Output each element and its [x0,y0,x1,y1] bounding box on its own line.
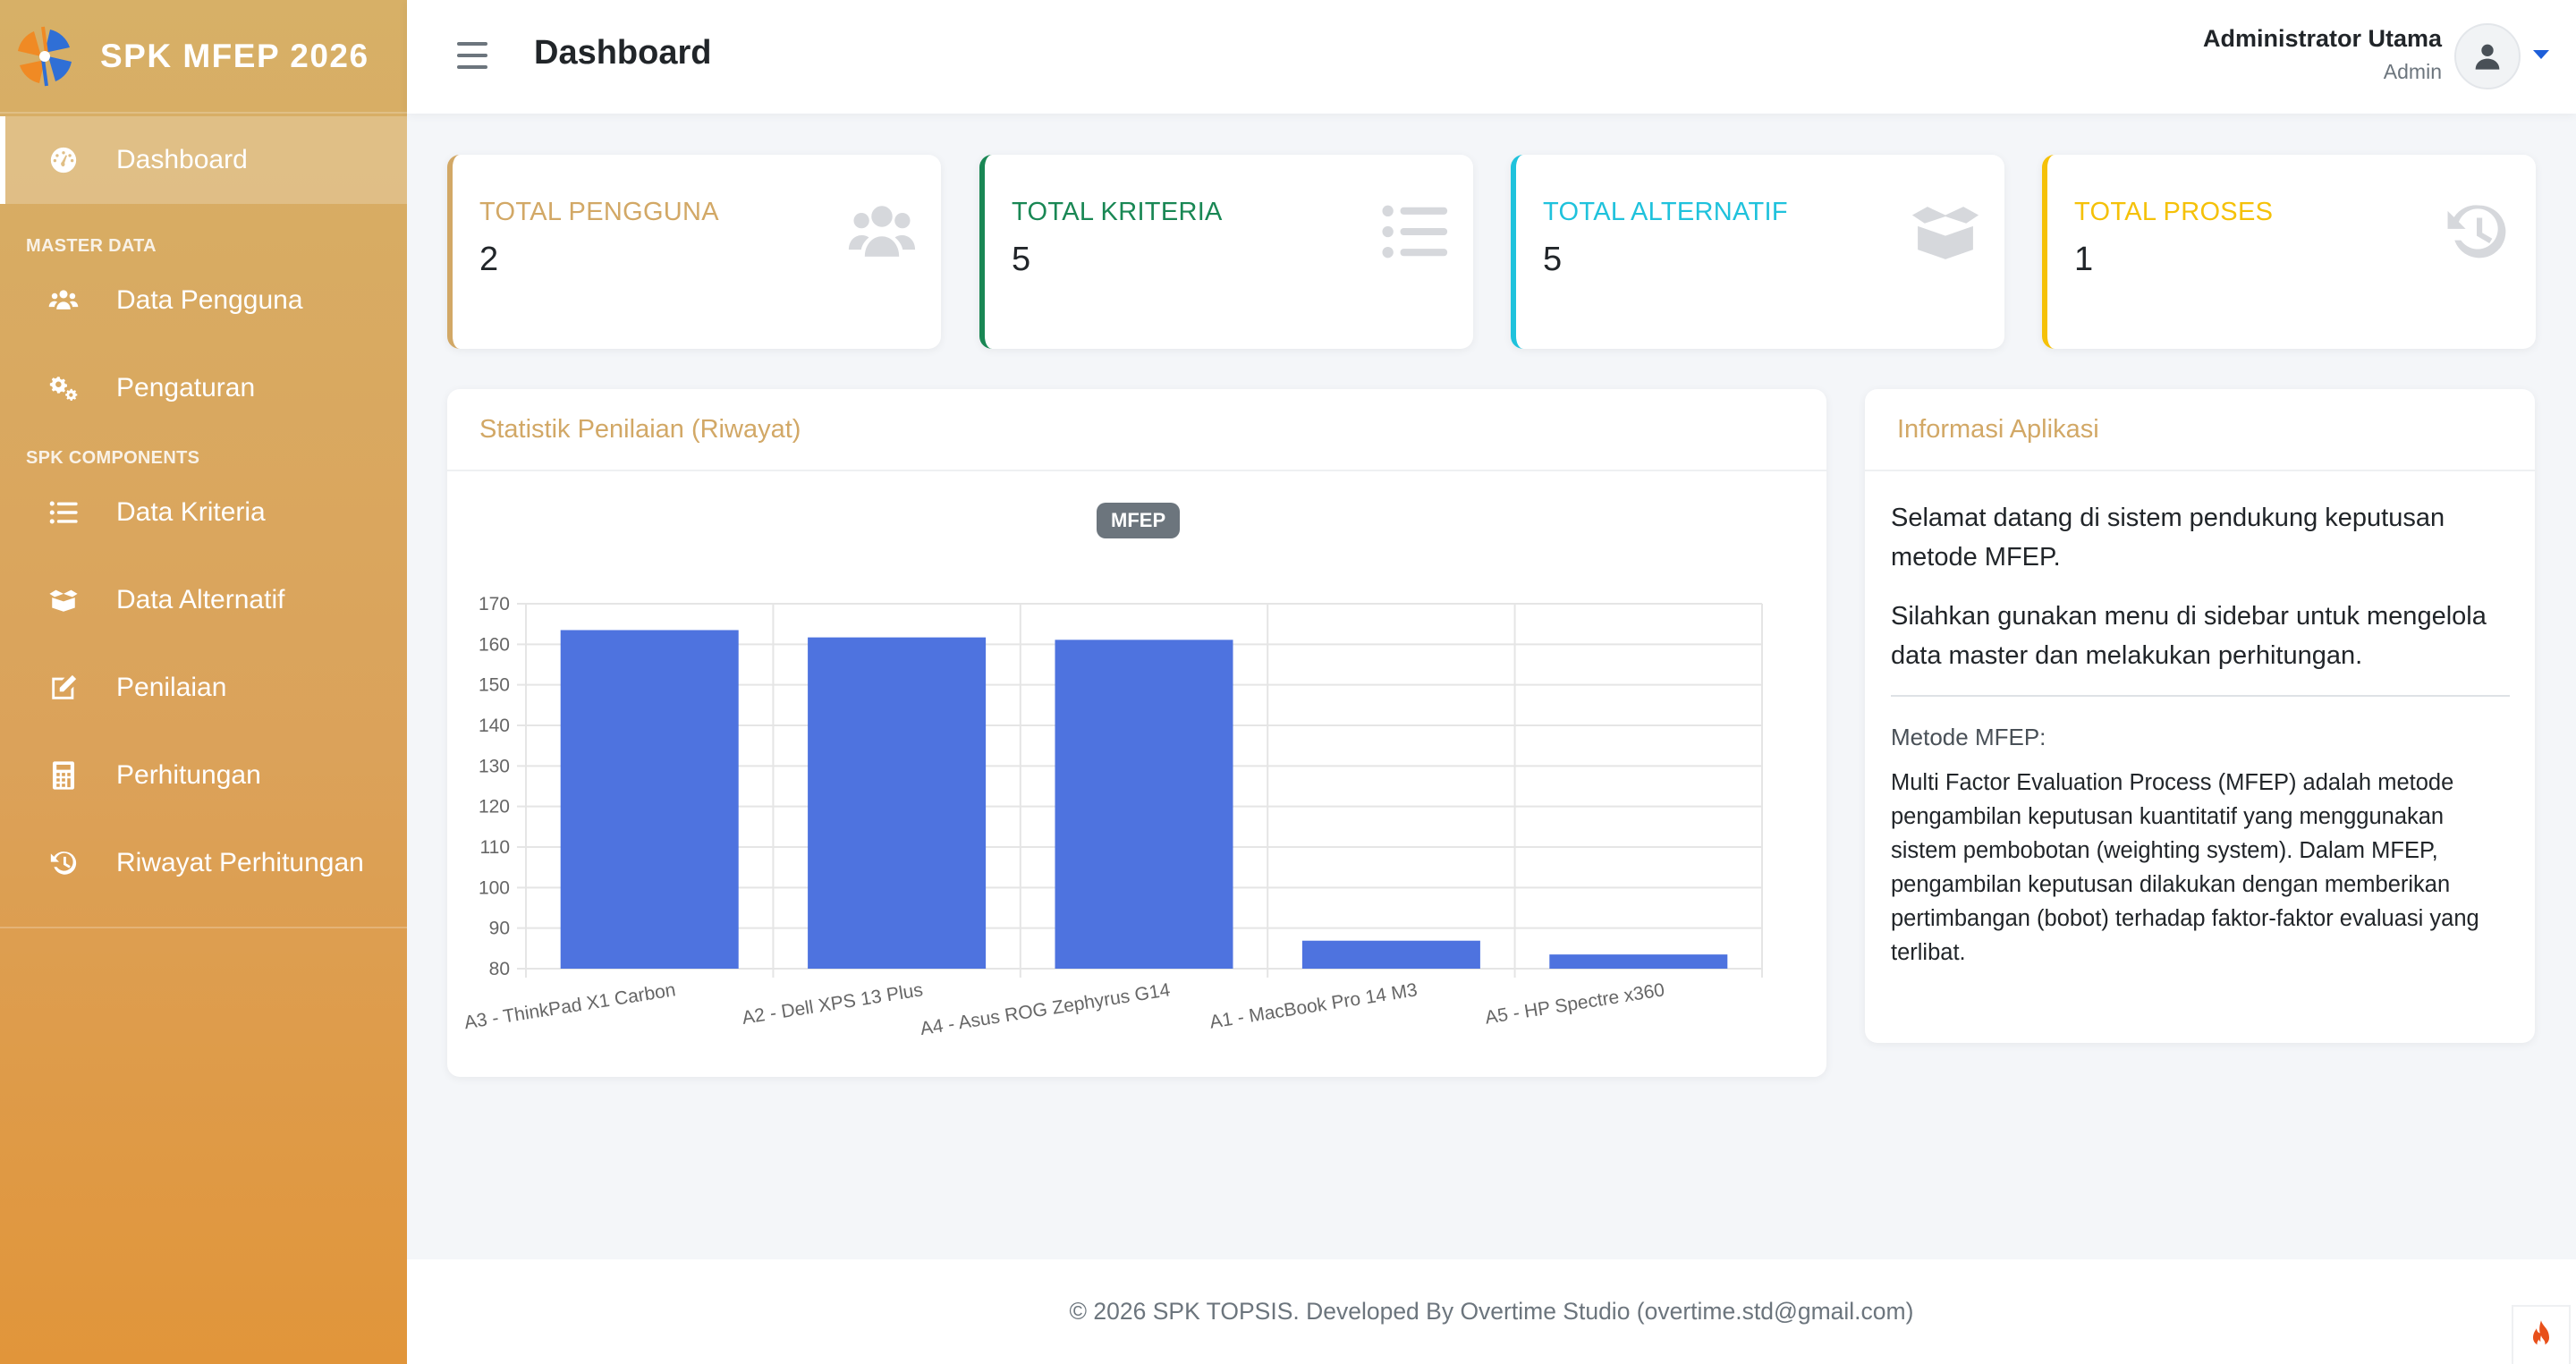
chart-card-title: Statistik Penilaian (Riwayat) [447,389,1826,471]
history-icon [2443,201,2511,262]
stat-label: TOTAL PENGGUNA [479,198,719,226]
brand[interactable]: SPK MFEP 2026 [0,0,407,114]
x-tick-label: A1 - MacBook Pro 14 M3 [1208,979,1419,1032]
sidebar-item-penilaian[interactable]: Penilaian [0,644,407,732]
tachometer-icon [47,143,80,177]
stat-card-kriteria: TOTAL KRITERIA 5 [979,155,1473,349]
sidebar-item-label: Penilaian [116,673,227,702]
sidebar-item-data-pengguna[interactable]: Data Pengguna [0,257,407,344]
topbar: Dashboard Administrator Utama Admin [407,0,2576,114]
page-title: Dashboard [534,34,712,72]
sidebar-item-data-kriteria[interactable]: Data Kriteria [0,469,407,556]
user-icon [2475,44,2500,70]
flame-icon [2533,1320,2549,1349]
chart-card: Statistik Penilaian (Riwayat) 80 90 100 110… [447,389,1826,1077]
sidebar-heading-master: MASTER DATA [26,236,157,256]
x-tick-label: A3 - ThinkPad X1 Carbon [462,979,677,1033]
sidebar-item-label: Data Kriteria [116,497,266,527]
stat-label: TOTAL ALTERNATIF [1543,198,1788,226]
edit-icon [47,671,80,705]
menu-toggle-icon[interactable] [457,42,487,69]
sidebar-item-label: Data Alternatif [116,585,285,614]
x-tick-label: A5 - HP Spectre x360 [1484,979,1666,1028]
brand-name: SPK MFEP 2026 [100,37,369,74]
chart-legend-mfep[interactable]: MFEP [1097,503,1181,538]
y-tick-label: 110 [480,837,510,858]
y-tick-label: 150 [479,675,510,696]
info-divider [1891,695,2510,697]
info-card-title: Informasi Aplikasi [1865,389,2535,471]
user-info[interactable]: Administrator Utama Admin [2203,25,2442,84]
sidebar-item-label: Dashboard [116,145,248,174]
footer-text: © 2026 SPK TOPSIS. Developed By Overtime… [1069,1298,1914,1325]
sidebar-item-label: Riwayat Perhitungan [116,848,364,877]
info-welcome-text: Selamat datang di sistem pendukung keput… [1891,504,2445,572]
user-role: Admin [2383,60,2442,83]
y-tick-label: 100 [479,877,510,898]
stat-value: 5 [1012,241,1031,278]
bar-chart: 80 90 100 110 120 130 140 150 160 170 A3 - ThinkPa… [462,594,1763,1039]
stat-card-alternatif: TOTAL ALTERNATIF 5 [1511,155,2004,349]
users-icon [848,201,916,262]
y-tick-label: 130 [479,756,510,776]
footer: © 2026 SPK TOPSIS. Developed By Overtime… [407,1259,2576,1364]
bar-2[interactable] [808,637,987,969]
sidebar-item-dashboard[interactable]: Dashboard [0,116,407,204]
cogs-icon [47,371,80,405]
y-tick-label: 120 [479,797,510,818]
users-icon [47,284,80,318]
sidebar-item-label: Pengaturan [116,373,256,402]
info-method-title: Metode MFEP: [1891,724,2046,750]
x-tick-label: A4 - Asus ROG Zephyrus G14 [919,979,1172,1039]
sidebar-item-perhitungan[interactable]: Perhitungan [0,732,407,819]
stat-card-proses: TOTAL PROSES 1 [2042,155,2536,349]
bar-5[interactable] [1549,954,1728,969]
sidebar-item-label: Data Pengguna [116,285,303,315]
stat-value: 5 [1543,241,1563,278]
y-tick-label: 170 [479,594,510,614]
y-tick-label: 140 [479,716,510,736]
box-open-icon [47,583,80,617]
list-icon [1380,201,1448,262]
stat-card-pengguna: TOTAL PENGGUNA 2 [447,155,941,349]
brand-logo-icon [18,26,72,86]
bar-1[interactable] [560,630,739,969]
user-name: Administrator Utama [2202,25,2442,52]
sidebar-heading-spk: SPK COMPONENTS [26,448,200,468]
stat-value: 1 [2074,241,2094,278]
info-instruction-text: Silahkan gunakan menu di sidebar untuk m… [1891,602,2487,670]
stat-label: TOTAL KRITERIA [1012,198,1223,226]
floating-flame-button[interactable] [2512,1305,2571,1364]
avatar[interactable] [2454,23,2521,89]
user-dropdown-caret-icon[interactable] [2533,50,2549,59]
x-tick-label: A2 - Dell XPS 13 Plus [741,979,924,1029]
info-card: Informasi Aplikasi Selamat datang di sis… [1865,389,2535,1043]
stat-label: TOTAL PROSES [2074,198,2274,226]
y-tick-label: 90 [489,919,510,939]
history-icon [47,846,80,880]
box-open-icon [1911,201,1979,262]
sidebar: SPK MFEP 2026 Dashboard MASTER DATA Data… [0,0,407,1364]
sidebar-item-label: Perhitungan [116,760,261,790]
y-tick-label: 160 [479,634,510,655]
list-icon [47,496,80,530]
stat-value: 2 [479,241,499,278]
y-tick-label: 80 [489,959,510,979]
calculator-icon [47,758,80,792]
sidebar-item-pengaturan[interactable]: Pengaturan [0,344,407,432]
bar-3[interactable] [1055,640,1233,969]
sidebar-divider [0,927,407,928]
info-method-description: Multi Factor Evaluation Process (MFEP) a… [1891,770,2479,965]
sidebar-item-data-alternatif[interactable]: Data Alternatif [0,556,407,644]
sidebar-item-riwayat[interactable]: Riwayat Perhitungan [0,819,407,907]
bar-4[interactable] [1301,940,1480,969]
